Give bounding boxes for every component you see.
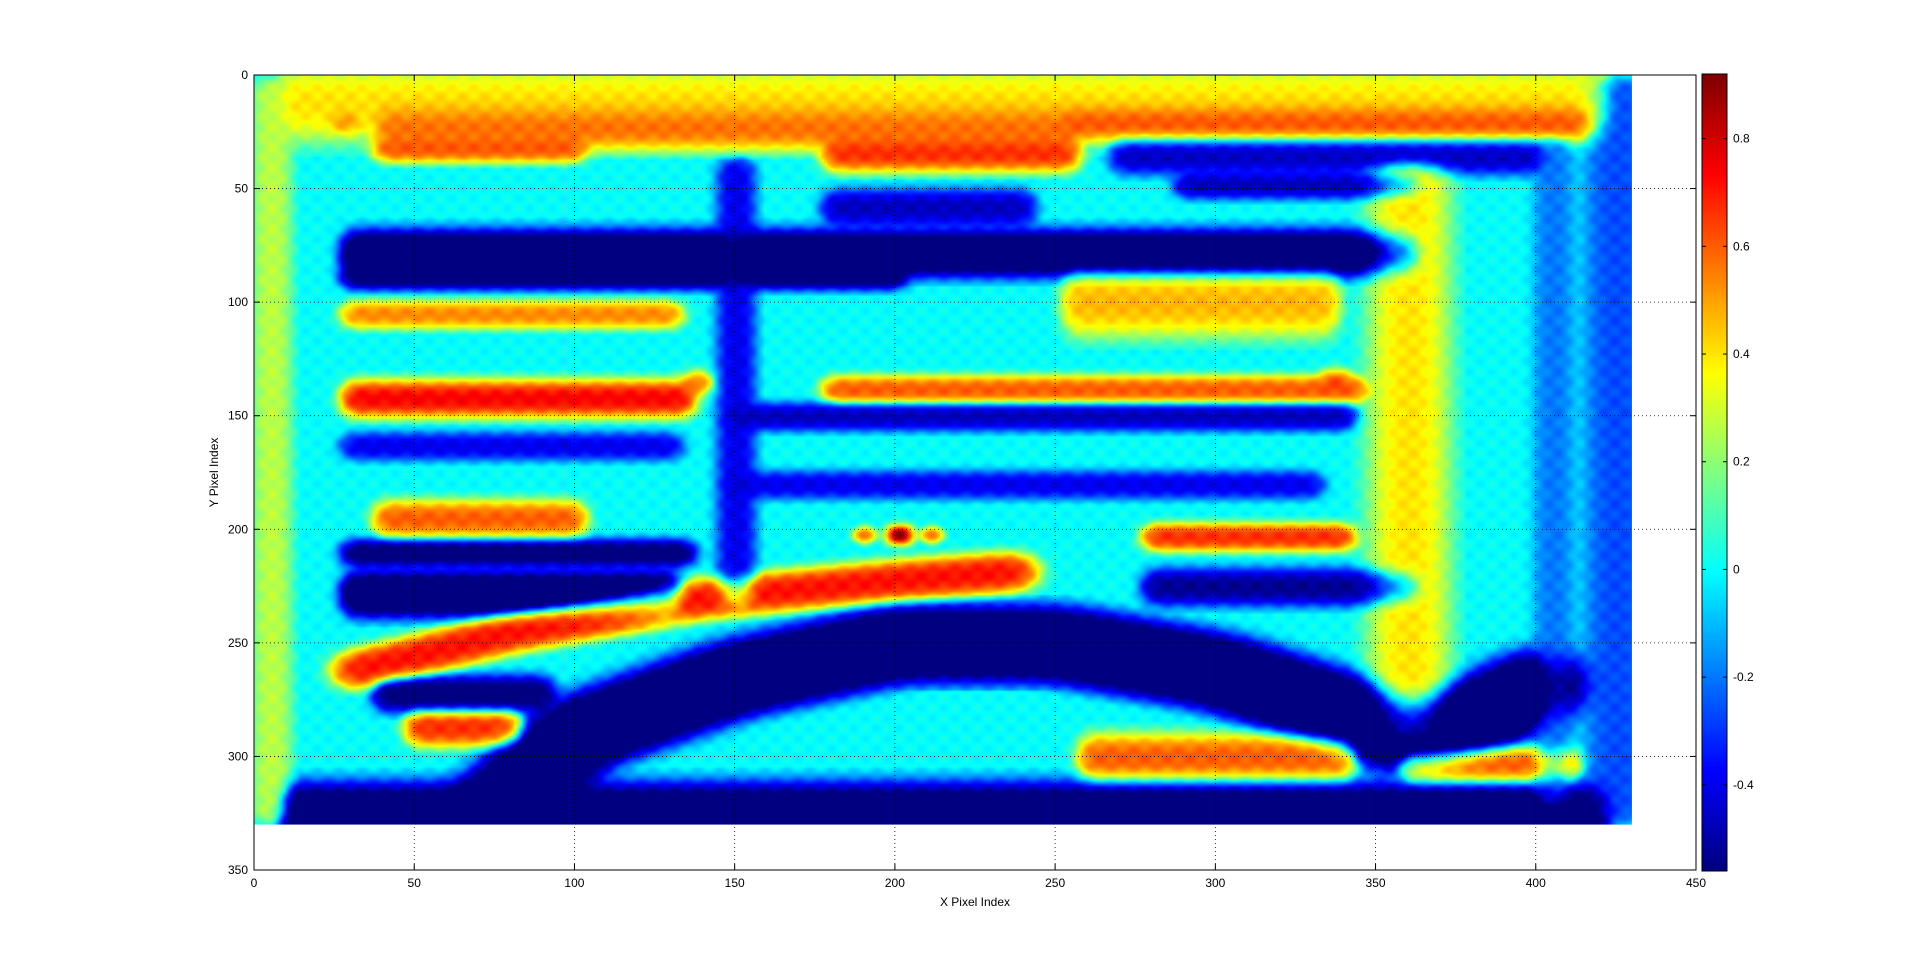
y-axis-label: Y Pixel Index [207,438,221,508]
colorbar-tick-label: 0 [1733,562,1740,576]
x-tick-label: 100 [564,876,584,890]
x-tick-label: 450 [1686,876,1706,890]
y-tick-label: 50 [235,182,249,196]
x-tick-label: 150 [725,876,745,890]
x-axis-ticks: 0 50 100 150 200 250 300 350 400 450 [251,75,1706,890]
y-tick-label: 350 [228,863,248,877]
y-tick-label: 0 [241,68,248,82]
y-tick-label: 300 [228,749,248,763]
x-tick-label: 300 [1205,876,1225,890]
colorbar-ticks: -0.4 -0.2 0 0.2 0.4 0.6 0.8 [1702,132,1754,792]
colorbar-gradient [1702,74,1727,871]
x-tick-label: 350 [1366,876,1386,890]
x-tick-label: 250 [1045,876,1065,890]
x-tick-label: 50 [408,876,422,890]
x-tick-label: 200 [885,876,905,890]
y-tick-label: 100 [228,295,248,309]
y-tick-label: 250 [228,636,248,650]
x-tick-label: 400 [1526,876,1546,890]
colorbar-tick-label: -0.4 [1733,778,1754,792]
y-axis-ticks: 0 50 100 150 200 250 300 350 [228,68,1696,877]
x-tick-label: 0 [251,876,258,890]
colorbar-tick-label: 0.6 [1733,239,1750,253]
heatmap-image [254,75,1632,825]
y-tick-label: 150 [228,409,248,423]
colorbar: -0.4 -0.2 0 0.2 0.4 0.6 0.8 [1701,73,1754,872]
colorbar-tick-label: 0.4 [1733,347,1750,361]
y-tick-label: 200 [228,522,248,536]
x-axis-label: X Pixel Index [940,895,1010,909]
plot-area: 0 50 100 150 200 250 300 350 400 450 0 50 100 150 200… [207,68,1706,909]
colorbar-tick-label: -0.2 [1733,670,1754,684]
colorbar-tick-label: 0.8 [1733,132,1750,146]
grid-lines [253,74,1697,871]
colorbar-tick-label: 0.2 [1733,455,1750,469]
colorbar-frame [1701,73,1728,872]
